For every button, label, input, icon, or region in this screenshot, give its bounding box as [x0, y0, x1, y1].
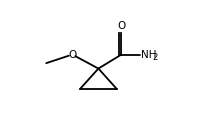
Text: O: O: [68, 50, 76, 60]
Text: 2: 2: [152, 53, 158, 62]
Text: O: O: [117, 21, 126, 31]
Text: NH: NH: [141, 50, 156, 60]
